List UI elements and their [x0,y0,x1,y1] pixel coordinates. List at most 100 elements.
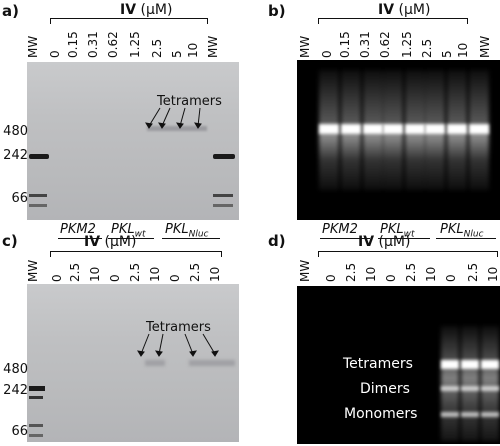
group-bracket [378,238,430,239]
mw-band [29,396,43,399]
fluor-band [461,386,479,391]
panel-d-header-unit: (µM) [378,234,411,250]
panel-c-group-pkm2: PKM2 [60,222,96,237]
panel-d-letter: d) [268,232,286,250]
lane-label: 2.5 [344,262,358,282]
group-label: PKM2 [60,222,96,237]
lane-label: 2.5 [68,262,82,282]
mw-band [29,154,49,159]
fluor-lane [481,326,499,441]
panel-c-header-unit: (µM) [104,234,137,250]
lane-label: 0.31 [86,31,100,58]
panel-d-group-pklnluc: PKLNluc [440,222,484,240]
group-label: PKM2 [322,222,358,237]
panel-b-header-iv: IV [378,2,395,18]
lane-label: MW [298,35,312,58]
lane-label: 0 [320,50,334,58]
lane-label: 5 [440,50,454,58]
lane-label: 0.15 [338,31,352,58]
group-sub: wt [134,229,146,240]
fluor-band [461,412,479,417]
group-label: PKL [440,222,464,237]
group-bracket [58,238,102,239]
panel-d-group-pkm2: PKM2 [322,222,358,237]
lane-label: 2.5 [404,262,418,282]
group-bracket [162,238,220,239]
lane-label: 10 [486,266,500,282]
lane-label: 10 [88,266,102,282]
lane-label: 0.31 [358,31,372,58]
lane-label: 0 [324,274,338,282]
lane-label: 2.5 [188,262,202,282]
tetramer-band [145,360,165,366]
group-bracket [108,238,154,239]
lane-label: MW [26,259,40,282]
mw-band [29,194,47,197]
mw-band [29,424,43,427]
lane-label: MW [206,35,220,58]
lane-label: 2.5 [466,262,480,282]
fluor-band [461,360,479,369]
mw-band [213,194,233,197]
fluor-band [481,386,499,391]
panel-c-header-iv: IV [84,234,101,250]
tetramer-band [425,124,445,134]
panel-c-arrows [137,333,219,357]
lane-label: 10 [208,266,222,282]
group-sub: Nluc [463,229,484,240]
fluor-band [441,360,459,369]
tetramer-band [147,126,207,131]
tetramer-band [319,124,339,134]
tetramer-band [383,124,403,134]
panel-c-group-pklnluc: PKLNluc [165,222,209,240]
fluor-lane [461,326,479,441]
lane-label: 10 [186,42,200,58]
panel-d-monomers-label: Monomers [344,406,418,422]
lane-label: 2.5 [150,38,164,58]
panel-c-header: IV (µM) [84,234,136,250]
panel-b-bracket-left [318,18,319,24]
tetramer-band [447,124,467,134]
lane-label: 0.15 [66,31,80,58]
lane-label: 10 [148,266,162,282]
tetramer-band [189,360,235,366]
panel-c-gel [27,284,239,442]
marker-66: 66 [11,424,28,439]
lane-label: 1.25 [128,31,142,58]
lane-label: 1.25 [400,31,414,58]
group-bracket [436,238,496,239]
panel-b-bracket [318,18,468,19]
panel-b-letter: b) [268,2,286,20]
panel-a-gel [27,62,239,220]
panel-a-bracket-left [50,18,51,24]
lane-label: 0.62 [106,31,120,58]
group-label: PKL [111,222,135,237]
lane-label: 10 [456,42,470,58]
panel-d-bracket-right [497,251,498,257]
tetramer-band [363,124,383,134]
mw-band [29,386,45,391]
lane-label: 0 [444,274,458,282]
lane-label: 10 [424,266,438,282]
tetramer-band [469,124,489,134]
mw-band [29,204,47,207]
mw-band [213,154,235,159]
panel-d-dimers-label: Dimers [360,381,410,397]
panel-a-bracket-right [207,18,208,24]
panel-a-bracket [50,18,208,19]
marker-480: 480 [3,362,28,377]
panel-d-tetramers-label: Tetramers [343,356,413,372]
marker-66: 66 [11,191,28,206]
lane-label: 0 [384,274,398,282]
panel-b-gel [297,60,500,220]
panel-c-bracket-right [221,251,222,257]
panel-b-header: IV (µM) [378,2,430,18]
panel-a-tetramers-label: Tetramers [157,94,222,109]
panel-d-group-pklwt: PKLwt [380,222,415,240]
panel-c-letter: c) [2,232,18,250]
panel-c-tetramers-label: Tetramers [146,320,211,335]
panel-a-letter: a) [2,2,19,20]
lane-label: 5 [170,50,184,58]
panel-c-bracket [50,251,222,252]
group-sub: Nluc [188,229,209,240]
